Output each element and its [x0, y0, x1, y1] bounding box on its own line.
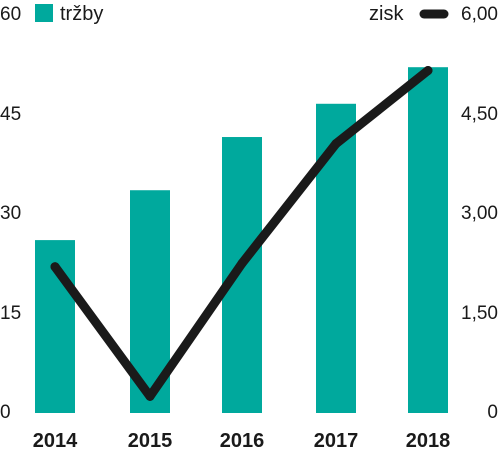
line-layer: [50, 66, 433, 401]
legend-swatch-trzby: [35, 4, 53, 22]
legend-label-zisk: zisk: [369, 3, 404, 25]
point-zisk-2014: [50, 262, 60, 272]
bar-trzby-2018: [408, 67, 448, 413]
x-tick-label: 2017: [314, 430, 359, 452]
y-left-tick-label: 30: [0, 203, 21, 224]
y-right-tick-label: 1,50: [461, 303, 498, 324]
bar-trzby-2016: [222, 137, 262, 413]
y-left-tick-label: 60: [0, 4, 21, 25]
y-right-tick-label: 0: [487, 402, 498, 423]
point-zisk-2015: [145, 391, 155, 401]
point-zisk-2018: [423, 66, 433, 76]
y-right-tick-label: 6,00: [461, 4, 498, 25]
x-tick-label: 2015: [128, 430, 173, 452]
legend: tržby zisk: [35, 3, 449, 25]
y-right-tick-label: 3,00: [461, 203, 498, 224]
bars-layer: [35, 67, 448, 414]
y-left-tick-label: 0: [0, 402, 11, 423]
point-zisk-2017: [331, 139, 341, 149]
point-zisk-2016: [237, 258, 247, 268]
x-tick-label: 2018: [406, 430, 451, 452]
x-tick-label: 2014: [33, 430, 78, 452]
y-left-tick-label: 15: [0, 303, 21, 324]
y-right-tick-label: 4,50: [461, 104, 498, 125]
y-left-tick-label: 45: [0, 104, 21, 125]
x-tick-label: 2016: [220, 430, 265, 452]
legend-label-trzby: tržby: [60, 3, 103, 25]
